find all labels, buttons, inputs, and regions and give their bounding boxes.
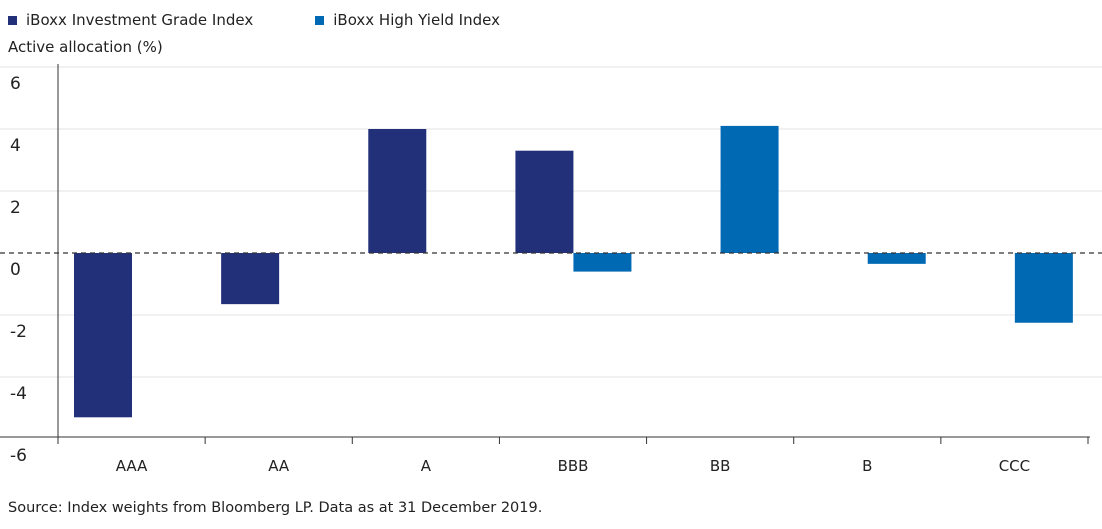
legend-swatch-high-yield — [315, 15, 325, 25]
y-axis-title: Active allocation (%) — [8, 38, 163, 56]
y-tick-label: 6 — [10, 74, 21, 94]
x-tick-label: BBB — [558, 457, 589, 475]
legend-label-high-yield: iBoxx High Yield Index — [333, 11, 500, 29]
bar — [368, 129, 427, 253]
x-tick-label: A — [421, 457, 432, 475]
x-tick-label: AA — [268, 457, 290, 475]
bar — [221, 253, 280, 305]
y-tick-label: -2 — [10, 322, 27, 342]
bar — [573, 253, 632, 272]
y-tick-label: -6 — [10, 446, 27, 466]
source-note: Source: Index weights from Bloomberg LP.… — [8, 500, 543, 516]
y-tick-label: 0 — [10, 260, 21, 280]
bar — [74, 253, 132, 418]
x-tick-label: AAA — [116, 457, 148, 475]
bar — [867, 253, 926, 264]
legend-label-investment-grade: iBoxx Investment Grade Index — [26, 11, 254, 29]
y-tick-label: 2 — [10, 198, 21, 218]
legend-item-high-yield: iBoxx High Yield Index — [315, 11, 500, 29]
bar — [515, 150, 574, 253]
y-tick-label: -4 — [10, 384, 27, 404]
legend-swatch-investment-grade — [8, 15, 17, 25]
legend-item-investment-grade: iBoxx Investment Grade Index — [8, 11, 253, 29]
bar — [720, 125, 779, 253]
bar — [1014, 253, 1073, 323]
x-tick-label: CCC — [999, 457, 1030, 475]
x-tick-label: B — [862, 457, 872, 475]
x-tick-label: BB — [710, 457, 731, 475]
y-tick-label: 4 — [10, 136, 21, 156]
chart-legend: iBoxx Investment Grade Index iBoxx High … — [8, 9, 562, 31]
